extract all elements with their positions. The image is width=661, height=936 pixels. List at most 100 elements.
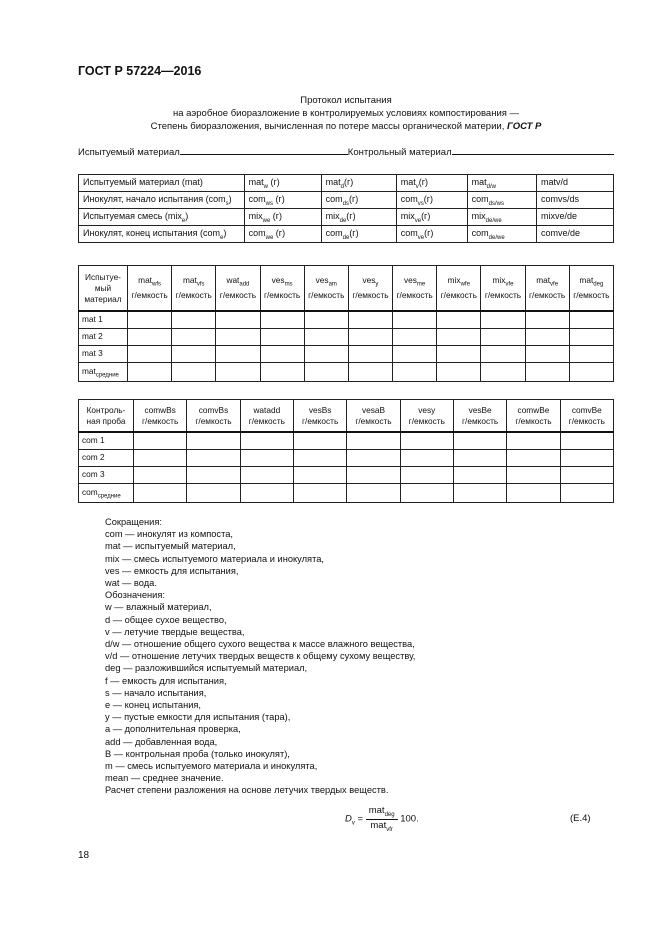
empty-cell[interactable] [346, 483, 401, 503]
empty-cell[interactable] [480, 328, 526, 346]
cell-base: mat [400, 176, 416, 187]
empty-cell[interactable] [126, 345, 173, 363]
empty-cell[interactable] [568, 345, 615, 363]
empty-cell[interactable] [215, 328, 261, 346]
test-material-field[interactable] [179, 145, 348, 155]
empty-cell[interactable] [436, 345, 482, 363]
empty-cell[interactable] [347, 345, 394, 363]
empty-cell[interactable] [524, 328, 570, 346]
empty-cell[interactable] [559, 431, 615, 450]
column-header: comwBe г/емкость [506, 399, 561, 433]
empty-cell[interactable] [171, 362, 217, 382]
header-symbol: matwfs [129, 275, 170, 291]
empty-cell[interactable] [215, 310, 261, 329]
empty-cell[interactable] [524, 362, 570, 382]
empty-cell[interactable] [292, 466, 348, 484]
row-label: Инокулят, конец испытания (come) [78, 225, 245, 243]
label-end: ) [185, 210, 189, 221]
standard-ref: ГОСТ Р [506, 121, 542, 132]
empty-cell[interactable] [347, 328, 394, 346]
empty-cell[interactable] [506, 483, 561, 503]
note-line: Расчет степени разложения на основе лету… [105, 785, 389, 796]
empty-cell[interactable] [239, 431, 294, 450]
empty-cell[interactable] [132, 449, 188, 467]
table-row: mat 1 [78, 310, 615, 329]
empty-cell[interactable] [303, 310, 349, 329]
empty-cell[interactable] [559, 449, 615, 467]
cell-base: com [400, 193, 418, 204]
empty-cell[interactable] [215, 362, 261, 382]
empty-cell[interactable] [303, 345, 349, 363]
empty-cell[interactable] [506, 449, 561, 467]
empty-cell[interactable] [239, 483, 294, 503]
empty-cell[interactable] [239, 466, 294, 484]
empty-cell[interactable] [452, 431, 508, 450]
empty-cell[interactable] [303, 328, 349, 346]
empty-cell[interactable] [215, 345, 261, 363]
empty-cell[interactable] [259, 345, 305, 363]
empty-cell[interactable] [452, 449, 508, 467]
empty-cell[interactable] [568, 310, 615, 329]
empty-cell[interactable] [392, 310, 438, 329]
empty-cell[interactable] [568, 362, 615, 382]
empty-cell[interactable] [186, 449, 241, 467]
empty-cell[interactable] [524, 345, 570, 363]
empty-cell[interactable] [347, 362, 394, 382]
cell-base: mix [325, 210, 340, 221]
note-line: Сокращения: [105, 517, 162, 527]
empty-cell[interactable] [392, 362, 438, 382]
empty-cell[interactable] [132, 483, 188, 503]
empty-cell[interactable] [480, 345, 526, 363]
empty-cell[interactable] [347, 310, 394, 329]
empty-cell[interactable] [506, 431, 561, 450]
empty-cell[interactable] [559, 466, 615, 484]
empty-cell[interactable] [303, 362, 349, 382]
empty-cell[interactable] [392, 345, 438, 363]
empty-cell[interactable] [132, 431, 188, 450]
empty-cell[interactable] [126, 328, 173, 346]
empty-cell[interactable] [171, 310, 217, 329]
empty-cell[interactable] [436, 362, 482, 382]
empty-cell[interactable] [399, 466, 454, 484]
empty-cell[interactable] [452, 483, 508, 503]
empty-cell[interactable] [436, 328, 482, 346]
empty-cell[interactable] [399, 483, 454, 503]
empty-cell[interactable] [346, 466, 401, 484]
cell-sub: vs [417, 200, 424, 207]
empty-cell[interactable] [568, 328, 615, 346]
empty-cell[interactable] [259, 328, 305, 346]
empty-cell[interactable] [399, 449, 454, 467]
empty-cell[interactable] [452, 466, 508, 484]
empty-cell[interactable] [132, 466, 188, 484]
empty-cell[interactable] [171, 345, 217, 363]
empty-cell[interactable] [259, 362, 305, 382]
empty-cell[interactable] [480, 310, 526, 329]
empty-cell[interactable] [480, 362, 526, 382]
empty-cell[interactable] [346, 431, 401, 450]
empty-cell[interactable] [292, 483, 348, 503]
cell-unit: (г) [270, 210, 283, 221]
formula-lhs: D [345, 813, 352, 825]
row-label-sub: средние [97, 493, 121, 500]
row-label-base: mat 2 [82, 330, 103, 341]
empty-cell[interactable] [259, 310, 305, 329]
empty-cell[interactable] [126, 362, 173, 382]
empty-cell[interactable] [524, 310, 570, 329]
empty-cell[interactable] [292, 431, 348, 450]
empty-cell[interactable] [292, 449, 348, 467]
empty-cell[interactable] [346, 449, 401, 467]
empty-cell[interactable] [392, 328, 438, 346]
empty-cell[interactable] [126, 310, 173, 329]
empty-cell[interactable] [186, 431, 241, 450]
empty-cell[interactable] [436, 310, 482, 329]
empty-cell[interactable] [559, 483, 615, 503]
control-material-field[interactable] [451, 145, 614, 155]
empty-cell[interactable] [186, 466, 241, 484]
empty-cell[interactable] [186, 483, 241, 503]
table-cell: matv/d [535, 174, 615, 192]
empty-cell[interactable] [506, 466, 561, 484]
empty-cell[interactable] [171, 328, 217, 346]
cell-unit: (г) [267, 176, 280, 187]
empty-cell[interactable] [239, 449, 294, 467]
empty-cell[interactable] [399, 431, 454, 450]
